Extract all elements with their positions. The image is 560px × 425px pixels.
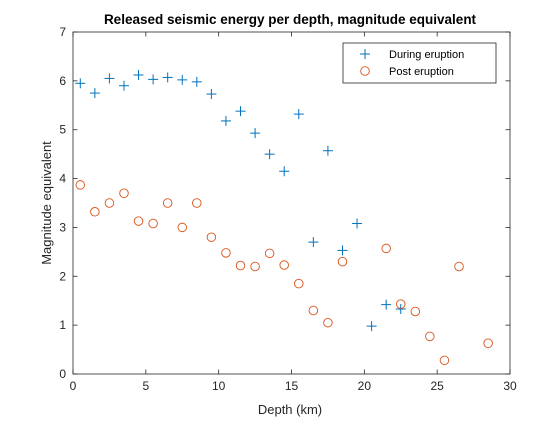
during-eruption-point bbox=[162, 72, 173, 83]
y-tick-label: 5 bbox=[59, 123, 66, 137]
post-eruption-point bbox=[162, 198, 173, 208]
during-eruption-point bbox=[250, 128, 261, 139]
y-axis-label: Magnitude equivalent bbox=[39, 141, 54, 265]
during-eruption-point bbox=[206, 89, 217, 100]
during-eruption-point bbox=[264, 149, 275, 160]
x-tick-label: 10 bbox=[212, 379, 226, 393]
post-eruption-point bbox=[454, 261, 464, 272]
during-eruption-point bbox=[352, 218, 363, 229]
post-eruption-point bbox=[381, 243, 391, 254]
during-eruption-point bbox=[279, 166, 290, 177]
post-eruption-point bbox=[483, 338, 493, 348]
post-eruption-point bbox=[264, 248, 275, 259]
during-eruption-point bbox=[322, 145, 333, 156]
y-tick-label: 4 bbox=[59, 172, 66, 186]
x-tick-label: 30 bbox=[503, 379, 517, 393]
during-eruption-point bbox=[308, 237, 319, 248]
during-eruption-point bbox=[133, 69, 144, 80]
post-eruption-point bbox=[90, 207, 100, 217]
post-eruption-point bbox=[308, 305, 319, 316]
during-eruption-point bbox=[148, 74, 159, 85]
y-tick-label: 7 bbox=[59, 25, 66, 39]
y-tick-label: 0 bbox=[59, 367, 66, 381]
post-eruption-point bbox=[323, 317, 333, 328]
series-2 bbox=[75, 180, 493, 366]
y-tick-label: 1 bbox=[59, 318, 66, 332]
post-eruption-point bbox=[250, 261, 260, 272]
post-eruption-point bbox=[75, 180, 86, 190]
legend-label-2: Post eruption bbox=[389, 66, 454, 78]
x-tick-label: 25 bbox=[430, 379, 444, 393]
during-eruption-point bbox=[381, 299, 392, 310]
post-eruption-point bbox=[279, 260, 289, 270]
post-eruption-point bbox=[119, 188, 129, 198]
x-tick-label: 0 bbox=[70, 379, 77, 393]
post-eruption-point bbox=[221, 248, 231, 258]
during-eruption-point bbox=[104, 73, 115, 84]
post-eruption-point bbox=[133, 216, 144, 226]
x-tick-label: 20 bbox=[358, 379, 372, 393]
post-eruption-point bbox=[148, 218, 158, 229]
legend-marker-1 bbox=[360, 49, 370, 59]
during-eruption-point bbox=[293, 109, 304, 120]
x-tick-label: 5 bbox=[142, 379, 149, 393]
data-marks bbox=[75, 69, 493, 366]
axes: 0 5 10 15 20 25 30 0 1 2 3 4 5 6 7 bbox=[59, 25, 517, 393]
during-eruption-point bbox=[366, 321, 377, 332]
post-eruption-point bbox=[104, 198, 115, 208]
during-eruption-point bbox=[395, 304, 406, 315]
x-axis-label: Depth (km) bbox=[258, 402, 322, 417]
post-eruption-point bbox=[177, 222, 187, 233]
legend-box bbox=[342, 42, 497, 84]
legend: During eruption Post eruption bbox=[342, 42, 497, 84]
during-eruption-point bbox=[191, 76, 202, 87]
post-eruption-point bbox=[235, 260, 246, 271]
during-eruption-point bbox=[235, 106, 246, 117]
post-eruption-point bbox=[337, 256, 348, 267]
post-eruption-point bbox=[425, 331, 435, 342]
post-eruption-point bbox=[410, 306, 421, 317]
chart-title: Released seismic energy per depth, magni… bbox=[104, 12, 477, 27]
legend-marker-2 bbox=[360, 66, 370, 76]
during-eruption-point bbox=[89, 88, 100, 99]
during-eruption-point bbox=[337, 245, 348, 256]
post-eruption-point bbox=[439, 355, 450, 366]
post-eruption-point bbox=[206, 232, 217, 242]
post-eruption-point bbox=[294, 278, 304, 289]
during-eruption-point bbox=[220, 115, 231, 126]
y-tick-label: 2 bbox=[59, 269, 66, 283]
y-tick-label: 6 bbox=[59, 74, 66, 88]
during-eruption-point bbox=[118, 80, 129, 91]
during-eruption-point bbox=[177, 74, 188, 85]
post-eruption-point bbox=[396, 299, 406, 309]
x-tick-label: 15 bbox=[285, 379, 299, 393]
series-1 bbox=[75, 69, 406, 332]
y-tick-label: 3 bbox=[59, 220, 66, 234]
during-eruption-point bbox=[75, 78, 86, 89]
legend-label-1: During eruption bbox=[389, 49, 464, 61]
plot-area bbox=[73, 32, 510, 374]
post-eruption-point bbox=[192, 198, 202, 208]
